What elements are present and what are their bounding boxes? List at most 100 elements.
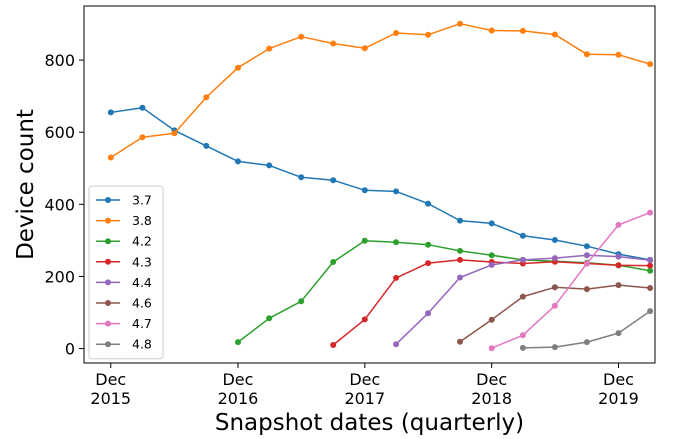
data-point-4.2-2017-03-01	[266, 315, 273, 322]
data-point-3.7-2018-06-01	[425, 200, 432, 207]
x-tick-label-2016-12-01: Dec 2016	[218, 370, 259, 408]
series-line-3.8	[110, 22, 651, 159]
x-tick-label-2017-12-01: Dec 2017	[344, 370, 385, 408]
data-point-4.2-2017-06-01	[298, 298, 305, 305]
data-point-4.7-2018-12-01	[488, 345, 495, 352]
legend-marker-4.8	[105, 341, 111, 348]
data-point-4.4-2018-06-01	[425, 310, 432, 317]
legend-item-4.6: 4.6	[96, 296, 152, 311]
x-tick-label-2015-12-01: Dec 2015	[90, 370, 131, 408]
data-point-4.6-2020-03-01	[647, 285, 654, 291]
data-point-4.3-2020-03-01	[647, 262, 654, 269]
data-point-4.7-2019-06-01	[551, 302, 558, 309]
data-point-4.4-2019-12-01	[615, 253, 622, 260]
data-point-3.8-2016-12-01	[235, 64, 241, 71]
y-axis-label: Device count	[13, 109, 39, 260]
legend-marker-4.3	[105, 258, 111, 265]
data-point-4.4-2019-06-01	[551, 255, 558, 262]
data-point-4.3-2017-12-01	[361, 316, 368, 323]
data-point-3.8-2017-06-01	[298, 33, 305, 40]
data-point-4.2-2017-12-01	[361, 237, 368, 244]
series-4.8	[519, 308, 654, 351]
data-point-4.2-2018-03-01	[393, 239, 400, 246]
legend-item-4.3: 4.3	[96, 254, 152, 269]
data-point-3.8-2019-09-01	[583, 51, 590, 58]
legend-marker-4.6	[105, 300, 111, 306]
legend-label-4.6: 4.6	[132, 296, 152, 311]
legend-label-4.8: 4.8	[132, 337, 152, 352]
data-point-4.8-2020-03-01	[647, 308, 654, 315]
legend-item-4.8: 4.8	[96, 337, 152, 352]
x-tick-label-2019-12-01: Dec 2019	[598, 370, 639, 408]
data-point-4.3-2018-06-01	[425, 260, 432, 267]
legend: 3.7 3.8 4.2 4.3 4.4 4.6 4.7 4.8	[88, 185, 164, 360]
data-point-4.8-2019-03-01	[519, 344, 526, 351]
data-point-4.8-2019-06-01	[551, 344, 558, 351]
data-point-3.7-2017-12-01	[361, 187, 368, 194]
data-point-3.8-2016-03-01	[139, 134, 146, 141]
data-point-4.3-2018-03-01	[393, 274, 400, 281]
data-point-3.8-2020-03-01	[647, 61, 654, 68]
data-point-4.4-2018-12-01	[488, 261, 495, 268]
y-tick-label-0: 0	[65, 340, 75, 359]
data-point-4.4-2018-09-01	[457, 274, 463, 281]
data-point-3.7-2015-12-01	[107, 109, 114, 116]
legend-item-4.2: 4.2	[96, 234, 152, 249]
plot-area	[107, 20, 654, 352]
legend-item-3.8: 3.8	[96, 213, 152, 228]
data-point-4.2-2018-12-01	[488, 252, 495, 259]
series-line-4.7	[491, 211, 651, 349]
data-point-3.7-2017-06-01	[298, 174, 305, 181]
y-tick-label-400: 400	[44, 195, 75, 214]
data-point-4.4-2019-03-01	[519, 256, 526, 263]
data-point-3.7-2018-03-01	[393, 188, 400, 195]
x-tick-label-2018-12-01: Dec 2018	[471, 370, 512, 408]
data-point-3.8-2019-03-01	[519, 27, 526, 34]
data-point-3.8-2019-06-01	[551, 31, 558, 38]
data-point-3.7-2019-03-01	[519, 232, 526, 239]
data-point-3.7-2016-12-01	[235, 158, 241, 165]
data-point-3.8-2017-12-01	[361, 45, 368, 52]
data-point-3.7-2017-09-01	[330, 177, 337, 184]
data-point-4.8-2019-09-01	[583, 339, 590, 346]
data-point-3.8-2018-12-01	[488, 27, 495, 34]
data-point-3.8-2016-06-01	[171, 130, 178, 137]
data-point-3.7-2016-03-01	[139, 104, 146, 111]
y-tick-label-800: 800	[44, 51, 75, 70]
series-3.7	[107, 104, 654, 263]
series-4.6	[457, 282, 654, 345]
legend-label-4.3: 4.3	[132, 254, 152, 269]
data-point-3.7-2016-09-01	[203, 142, 210, 149]
axes-frame	[83, 5, 656, 364]
data-point-4.8-2019-12-01	[615, 330, 622, 337]
legend-marker-3.7	[105, 197, 111, 203]
data-point-3.8-2017-03-01	[266, 45, 273, 52]
data-point-4.7-2019-09-01	[583, 260, 590, 267]
series-3.8	[107, 20, 654, 161]
legend-marker-4.7	[105, 320, 111, 327]
data-point-4.2-2017-09-01	[330, 259, 337, 265]
legend-label-3.8: 3.8	[132, 213, 152, 228]
data-point-4.3-2018-09-01	[457, 256, 463, 263]
data-point-3.8-2017-09-01	[330, 40, 337, 47]
data-point-3.7-2019-09-01	[583, 243, 590, 250]
data-point-4.7-2019-12-01	[615, 221, 622, 228]
data-point-4.2-2020-03-01	[647, 267, 654, 274]
y-tick-label-600: 600	[44, 123, 75, 142]
data-point-3.8-2018-09-01	[457, 20, 463, 27]
x-axis-label: Snapshot dates (quarterly)	[215, 410, 524, 436]
data-point-4.3-2017-09-01	[330, 342, 337, 348]
data-point-3.8-2016-09-01	[203, 94, 210, 101]
y-tick-label-200: 200	[44, 267, 75, 286]
data-point-3.7-2018-09-01	[457, 217, 463, 224]
data-point-3.7-2017-03-01	[266, 162, 273, 169]
data-point-4.4-2020-03-01	[647, 257, 654, 264]
legend-box	[88, 185, 164, 360]
data-point-4.2-2018-06-01	[425, 241, 432, 248]
legend-item-4.7: 4.7	[96, 316, 152, 331]
data-point-4.6-2018-09-01	[457, 338, 463, 345]
data-point-4.6-2019-06-01	[551, 284, 558, 291]
data-point-4.4-2019-09-01	[583, 252, 590, 259]
data-point-3.8-2018-03-01	[393, 30, 400, 36]
